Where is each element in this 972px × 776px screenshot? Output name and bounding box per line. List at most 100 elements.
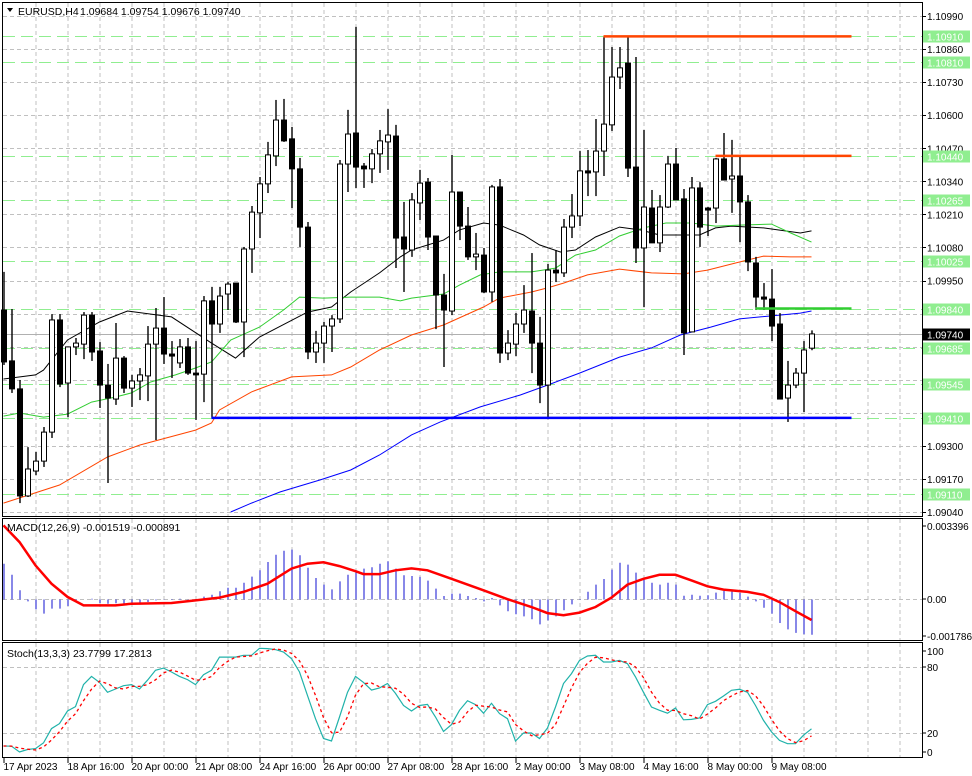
candle[interactable] bbox=[697, 182, 703, 247]
candle[interactable] bbox=[193, 341, 199, 420]
candle[interactable] bbox=[337, 159, 343, 324]
candle[interactable] bbox=[801, 341, 807, 413]
candle[interactable] bbox=[217, 286, 223, 333]
candle[interactable] bbox=[33, 451, 39, 476]
candle[interactable] bbox=[393, 124, 399, 269]
candle[interactable] bbox=[529, 253, 535, 374]
candle[interactable] bbox=[649, 189, 655, 244]
candle[interactable] bbox=[633, 56, 639, 263]
candle[interactable] bbox=[577, 151, 583, 227]
candle[interactable] bbox=[377, 129, 383, 173]
candle[interactable] bbox=[9, 309, 15, 393]
candle[interactable] bbox=[97, 342, 103, 408]
candle[interactable] bbox=[161, 297, 167, 364]
candle[interactable] bbox=[209, 286, 215, 419]
candle[interactable] bbox=[417, 169, 423, 220]
candle[interactable] bbox=[505, 330, 511, 361]
candle[interactable] bbox=[353, 26, 359, 188]
candle[interactable] bbox=[81, 312, 87, 360]
candle[interactable] bbox=[313, 330, 319, 363]
candle[interactable] bbox=[553, 250, 559, 283]
candle[interactable] bbox=[369, 149, 375, 184]
candle[interactable] bbox=[249, 205, 255, 273]
candle[interactable] bbox=[545, 263, 551, 420]
candle[interactable] bbox=[57, 314, 63, 388]
candle[interactable] bbox=[713, 157, 719, 224]
candle[interactable] bbox=[321, 321, 327, 363]
candle[interactable] bbox=[241, 246, 247, 358]
candle[interactable] bbox=[169, 341, 175, 378]
candle[interactable] bbox=[809, 330, 815, 351]
candle[interactable] bbox=[465, 207, 471, 260]
candle[interactable] bbox=[425, 178, 431, 251]
candle[interactable] bbox=[385, 109, 391, 170]
candle[interactable] bbox=[273, 99, 279, 167]
candle[interactable] bbox=[25, 447, 31, 497]
dropdown-triangle-icon[interactable] bbox=[7, 8, 13, 12]
candle[interactable] bbox=[489, 184, 495, 302]
candle[interactable] bbox=[137, 368, 143, 401]
candle[interactable] bbox=[665, 155, 671, 209]
candle[interactable] bbox=[89, 312, 95, 361]
candles[interactable] bbox=[1, 26, 815, 504]
candle[interactable] bbox=[569, 194, 575, 239]
candle[interactable] bbox=[521, 285, 527, 333]
candle[interactable] bbox=[601, 36, 607, 176]
candle[interactable] bbox=[689, 177, 695, 333]
candle[interactable] bbox=[225, 282, 231, 311]
candle[interactable] bbox=[777, 313, 783, 400]
candle[interactable] bbox=[441, 273, 447, 368]
candle[interactable] bbox=[585, 150, 591, 197]
candle[interactable] bbox=[297, 157, 303, 247]
candle[interactable] bbox=[785, 360, 791, 422]
candle[interactable] bbox=[105, 363, 111, 483]
candle[interactable] bbox=[41, 427, 47, 467]
candle[interactable] bbox=[729, 139, 735, 213]
candle[interactable] bbox=[561, 218, 567, 277]
candle[interactable] bbox=[265, 141, 271, 194]
candle[interactable] bbox=[289, 126, 295, 209]
candle[interactable] bbox=[673, 148, 679, 201]
candle[interactable] bbox=[617, 47, 623, 89]
candle[interactable] bbox=[449, 154, 455, 316]
candle[interactable] bbox=[201, 296, 207, 403]
candle[interactable] bbox=[473, 232, 479, 271]
chart-header[interactable]: EURUSD,H4 1.09684 1.09754 1.09676 1.0974… bbox=[7, 6, 241, 18]
candle[interactable] bbox=[281, 98, 287, 142]
drawn-lines[interactable] bbox=[211, 35, 852, 420]
candle[interactable] bbox=[745, 195, 751, 272]
candle[interactable] bbox=[593, 119, 599, 197]
candle[interactable] bbox=[73, 338, 79, 356]
candle[interactable] bbox=[737, 156, 743, 243]
candle[interactable] bbox=[401, 201, 407, 292]
candle[interactable] bbox=[17, 379, 23, 504]
candle[interactable] bbox=[345, 109, 351, 193]
candle[interactable] bbox=[481, 247, 487, 293]
candle[interactable] bbox=[129, 374, 135, 407]
candle[interactable] bbox=[609, 47, 615, 131]
candle[interactable] bbox=[361, 163, 367, 188]
candle[interactable] bbox=[257, 177, 263, 239]
candle[interactable] bbox=[305, 222, 311, 360]
candle[interactable] bbox=[657, 195, 663, 253]
candle[interactable] bbox=[793, 368, 799, 389]
candle[interactable] bbox=[625, 36, 631, 178]
candle[interactable] bbox=[177, 339, 183, 369]
candle[interactable] bbox=[537, 316, 543, 404]
candle[interactable] bbox=[497, 179, 503, 363]
candle[interactable] bbox=[145, 326, 151, 402]
candle[interactable] bbox=[753, 256, 759, 311]
candle[interactable] bbox=[681, 188, 687, 356]
candle[interactable] bbox=[233, 282, 239, 324]
candle[interactable] bbox=[457, 191, 463, 241]
candle[interactable] bbox=[769, 269, 775, 342]
candle[interactable] bbox=[121, 356, 127, 393]
candle[interactable] bbox=[185, 338, 191, 375]
candle[interactable] bbox=[49, 314, 55, 438]
candle[interactable] bbox=[409, 193, 415, 257]
candle[interactable] bbox=[705, 207, 711, 237]
candle[interactable] bbox=[329, 315, 335, 352]
candle[interactable] bbox=[641, 129, 647, 307]
candle[interactable] bbox=[1, 271, 7, 365]
